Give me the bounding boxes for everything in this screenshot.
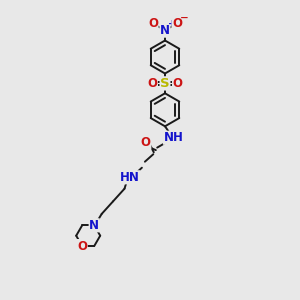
Text: O: O: [148, 17, 158, 31]
Text: N: N: [160, 24, 170, 37]
Text: HN: HN: [120, 171, 140, 184]
Text: S: S: [160, 77, 170, 90]
Text: O: O: [172, 77, 183, 90]
Text: O: O: [172, 17, 182, 31]
Text: O: O: [147, 77, 158, 90]
Text: +: +: [168, 20, 176, 28]
Text: NH: NH: [164, 131, 183, 144]
Text: −: −: [180, 13, 189, 23]
Text: O: O: [77, 240, 87, 253]
Text: O: O: [141, 136, 151, 149]
Text: N: N: [89, 219, 99, 232]
